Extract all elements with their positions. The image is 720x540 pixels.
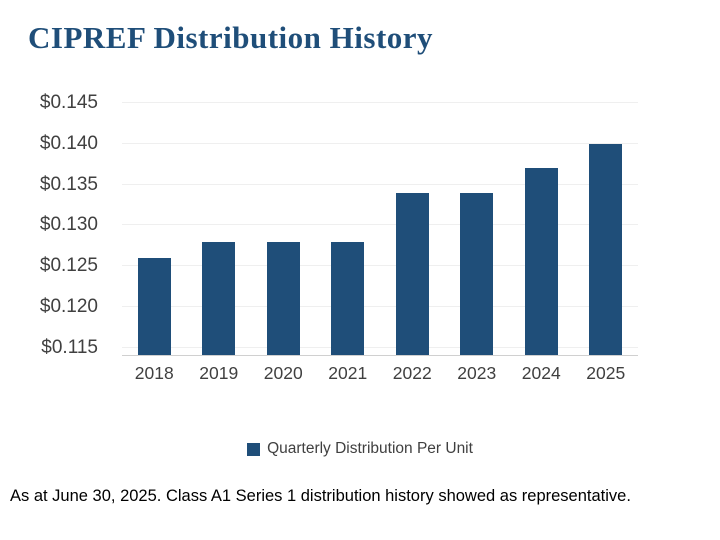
x-tick-label: 2020 [263,363,303,383]
gridline [122,142,638,144]
bar-series [122,95,638,355]
x-tick-label: 2025 [586,363,626,383]
x-tick-label: 2023 [457,363,497,383]
legend-swatch-icon [247,442,261,456]
gridline [122,224,638,226]
bar [524,168,558,355]
gridline [122,183,638,185]
bar-slot [445,95,510,355]
bar-slot [380,95,445,355]
x-tick-label: 2024 [521,363,561,383]
y-tick-label: $0.140 [39,132,98,154]
bar [137,258,171,355]
gridline [122,346,638,348]
plot-area [122,95,638,356]
bar-slot [574,95,639,355]
y-axis-labels: $0.115 $0.120 $0.125 $0.130 $0.135 $0.140 $0.1… [10,92,98,358]
bar [202,241,236,355]
chart-title: CIPREF Distribution History [28,20,434,55]
y-tick-label: $0.145 [39,92,98,114]
bar-slot [316,95,381,355]
y-tick-label: $0.135 [39,173,98,195]
bar [331,241,365,355]
bar-slot [251,95,316,355]
y-tick-label: $0.125 [39,255,98,277]
x-tick-label: 2018 [134,363,174,383]
bar [589,143,623,355]
y-tick-label: $0.115 [41,336,98,358]
legend: Quarterly Distribution Per Unit [0,440,720,458]
legend-label: Quarterly Distribution Per Unit [267,440,473,457]
y-tick-label: $0.130 [39,214,98,236]
bar [395,192,429,355]
bar [460,192,494,355]
bar [266,241,300,355]
x-tick-label: 2021 [328,363,368,383]
gridline [122,305,638,307]
y-tick-label: $0.120 [39,295,98,317]
gridline [122,265,638,267]
x-axis-labels: 2018 2019 2020 2021 2022 2023 2024 2025 [122,363,638,384]
gridline [122,102,638,104]
x-tick-label: 2022 [392,363,432,383]
x-tick-label: 2019 [199,363,239,383]
bar-slot [509,95,574,355]
bar-slot [187,95,252,355]
bar-slot [122,95,187,355]
footnote: As at June 30, 2025. Class A1 Series 1 d… [10,487,631,505]
